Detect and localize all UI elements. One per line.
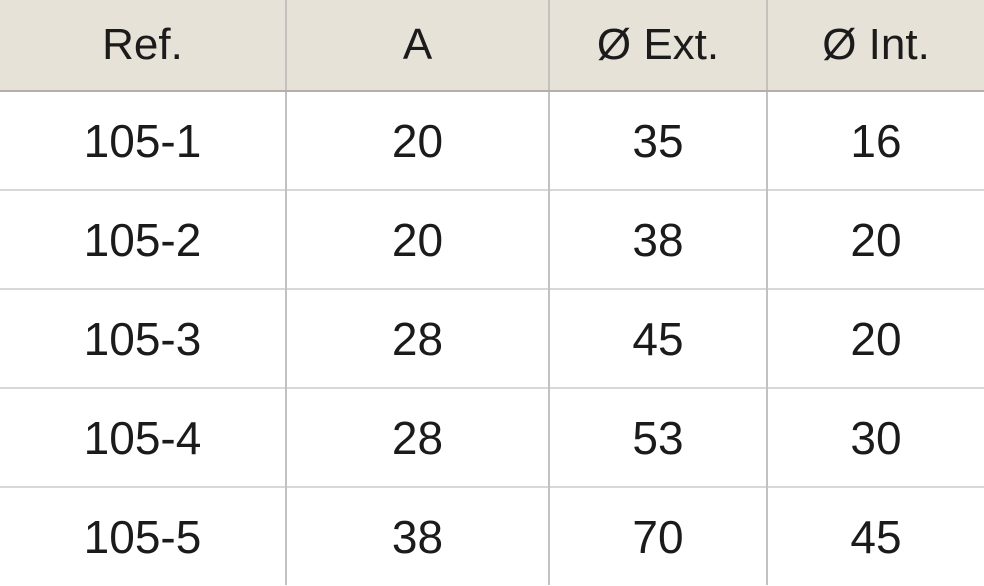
cell-ext: 35 [549,91,768,190]
cell-int: 20 [767,288,984,388]
column-header-a: A [286,0,550,92]
header-row: Ref. A Ø Ext. Ø Int. [0,0,984,92]
table-header: Ref. A Ø Ext. Ø Int. [0,0,984,92]
cell-a: 28 [286,288,550,388]
cell-ref: 105-1 [0,91,287,190]
table-body: 105-1 20 35 16 105-2 20 38 20 105-3 28 4… [0,91,984,585]
table-row: 105-4 28 53 30 [0,387,984,487]
cell-ref: 105-4 [0,387,287,487]
table-row: 105-2 20 38 20 [0,189,984,289]
cell-int: 20 [767,189,984,289]
cell-ext: 45 [549,288,768,388]
cell-ext: 53 [549,387,768,487]
cell-ref: 105-5 [0,486,287,585]
cell-int: 16 [767,91,984,190]
cell-int: 45 [767,486,984,585]
cell-a: 20 [286,91,550,190]
cell-ref: 105-2 [0,189,287,289]
cell-ref: 105-3 [0,288,287,388]
table-row: 105-3 28 45 20 [0,288,984,388]
cell-int: 30 [767,387,984,487]
cell-ext: 38 [549,189,768,289]
cell-ext: 70 [549,486,768,585]
table-row: 105-1 20 35 16 [0,91,984,190]
cell-a: 28 [286,387,550,487]
table-row: 105-5 38 70 45 [0,486,984,585]
cell-a: 38 [286,486,550,585]
column-header-int: Ø Int. [767,0,984,92]
column-header-ref: Ref. [0,0,287,92]
cell-a: 20 [286,189,550,289]
column-header-ext: Ø Ext. [549,0,768,92]
